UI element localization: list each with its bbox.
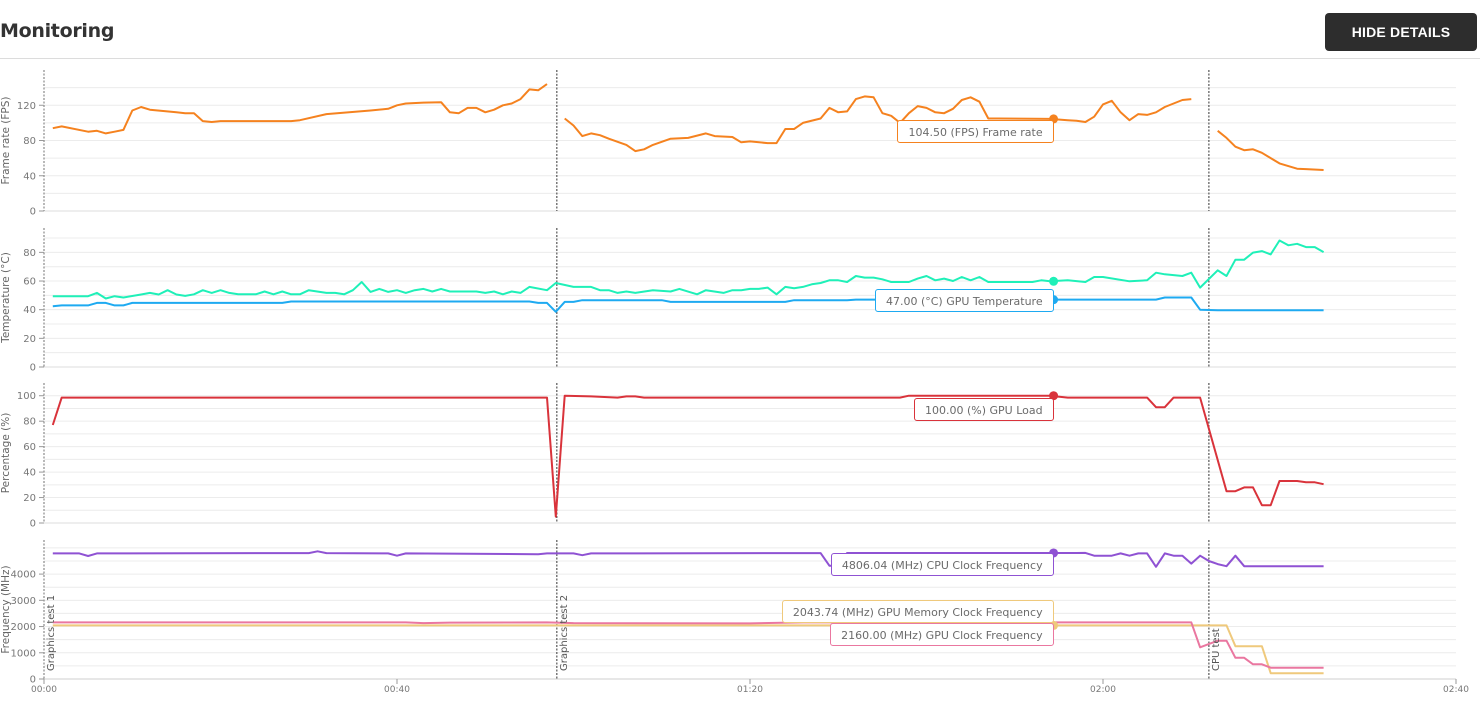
- series-line-gpu-temperature: [52, 296, 1324, 313]
- y-tick-label: 60: [23, 277, 36, 288]
- series-line-unnamed: [52, 239, 1325, 300]
- header-divider: [0, 58, 1480, 59]
- y-tick-label: 20: [23, 334, 36, 345]
- series-line-gpu-clock-frequency: [52, 621, 1324, 669]
- tooltip: 104.50 (FPS) Frame rate: [897, 119, 1054, 143]
- y-tick-label: 2000: [11, 622, 36, 633]
- x-tick-label: 02:00: [1090, 685, 1116, 695]
- y-tick-label: 80: [23, 248, 36, 259]
- x-tick-label: 00:00: [31, 685, 57, 695]
- x-tick-label: 00:40: [384, 685, 410, 695]
- test-marker-label: Graphics test 2: [559, 595, 570, 671]
- y-tick-label: 0: [30, 207, 36, 218]
- y-tick-label: 0: [30, 519, 36, 530]
- series-line-cpu-clock-frequency: [52, 550, 1324, 568]
- test-marker-label: CPU test: [1211, 628, 1222, 671]
- y-tick-label: 120: [17, 101, 36, 112]
- y-tick-label: 100: [17, 391, 36, 402]
- y-axis-title: Frequency (MHz): [0, 565, 12, 653]
- y-tick-label: 1000: [11, 648, 36, 659]
- hover-point: [1049, 276, 1059, 286]
- y-tick-label: 4000: [11, 570, 36, 581]
- tooltip: 2043.74 (MHz) GPU Memory Clock Frequency: [781, 600, 1054, 624]
- tooltip: 47.00 (°C) GPU Temperature: [874, 288, 1054, 312]
- test-marker-label: Graphics test 1: [46, 595, 57, 671]
- y-axis-title: Percentage (%): [0, 413, 12, 494]
- y-axis-title: Frame rate (FPS): [0, 97, 12, 185]
- series-line-frame-rate: [52, 83, 1324, 171]
- hide-details-button[interactable]: HIDE DETAILS: [1325, 13, 1477, 51]
- x-tick-label: 01:20: [737, 685, 763, 695]
- y-tick-label: 0: [30, 675, 36, 686]
- series-line-gpu-load: [51, 394, 1324, 518]
- y-tick-label: 40: [23, 468, 36, 479]
- tooltip: 2160.00 (MHz) GPU Clock Frequency: [830, 623, 1054, 647]
- page-title: Monitoring: [0, 20, 115, 42]
- y-tick-label: 0: [30, 363, 36, 374]
- y-tick-label: 40: [23, 171, 36, 182]
- y-tick-label: 60: [23, 442, 36, 453]
- tooltip: 100.00 (%) GPU Load: [913, 397, 1054, 421]
- y-tick-label: 80: [23, 136, 36, 147]
- x-tick-label: 02:40: [1443, 685, 1469, 695]
- y-axis-title: Temperature (°C): [0, 252, 12, 344]
- tooltip: 4806.04 (MHz) CPU Clock Frequency: [830, 552, 1054, 576]
- y-tick-label: 3000: [11, 596, 36, 607]
- y-tick-label: 20: [23, 493, 36, 504]
- y-tick-label: 40: [23, 305, 36, 316]
- y-tick-label: 80: [23, 417, 36, 428]
